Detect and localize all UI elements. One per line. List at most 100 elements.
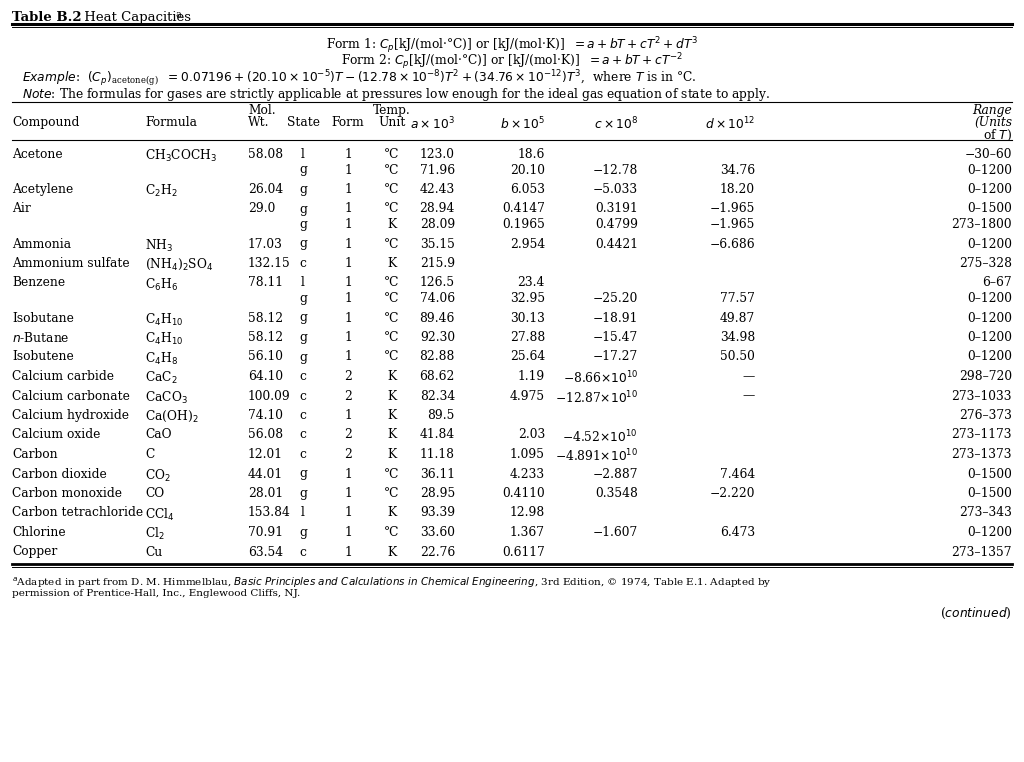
Text: °C: °C	[384, 238, 399, 251]
Text: 34.98: 34.98	[720, 331, 755, 344]
Text: Air: Air	[12, 203, 31, 216]
Text: C$_{4}$H$_{10}$: C$_{4}$H$_{10}$	[145, 331, 183, 347]
Text: 273–1800: 273–1800	[951, 218, 1012, 231]
Text: −25.20: −25.20	[593, 292, 638, 305]
Text: 58.12: 58.12	[248, 312, 283, 325]
Text: Calcium oxide: Calcium oxide	[12, 428, 100, 441]
Text: −12.87$\times 10^{10}$: −12.87$\times 10^{10}$	[555, 389, 638, 406]
Text: 64.10: 64.10	[248, 370, 283, 383]
Text: l: l	[301, 148, 305, 161]
Text: 1: 1	[344, 203, 352, 216]
Text: 273–343: 273–343	[959, 507, 1012, 520]
Text: 78.11: 78.11	[248, 277, 283, 290]
Text: 17.03: 17.03	[248, 238, 283, 251]
Text: Calcium hydroxide: Calcium hydroxide	[12, 409, 129, 422]
Text: 0–1200: 0–1200	[967, 526, 1012, 539]
Text: Cl$_{2}$: Cl$_{2}$	[145, 526, 165, 542]
Text: Temp.: Temp.	[373, 104, 411, 117]
Text: −12.78: −12.78	[593, 164, 638, 177]
Text: 1: 1	[344, 507, 352, 520]
Text: 273–1033: 273–1033	[951, 389, 1012, 402]
Text: 276–373: 276–373	[959, 409, 1012, 422]
Text: K: K	[387, 389, 396, 402]
Text: $d \times 10^{12}$: $d \times 10^{12}$	[705, 116, 755, 133]
Text: Compound: Compound	[12, 116, 80, 129]
Text: 273–1173: 273–1173	[951, 428, 1012, 441]
Text: c: c	[300, 389, 306, 402]
Text: $c \times 10^8$: $c \times 10^8$	[594, 116, 638, 133]
Text: $^a$Adapted in part from D. M. Himmelblau, $\mathit{Basic\ Principles\ and\ Calc: $^a$Adapted in part from D. M. Himmelbla…	[12, 576, 771, 591]
Text: 1: 1	[344, 257, 352, 270]
Text: Form 1: $C_p$[kJ/(mol·°C)] or [kJ/(mol·K)]  $= a + bT + cT^2 + dT^3$: Form 1: $C_p$[kJ/(mol·°C)] or [kJ/(mol·K…	[326, 35, 698, 56]
Text: 0–1200: 0–1200	[967, 238, 1012, 251]
Text: 275–328: 275–328	[959, 257, 1012, 270]
Text: Unit: Unit	[378, 116, 406, 129]
Text: 27.88: 27.88	[510, 331, 545, 344]
Text: l: l	[301, 277, 305, 290]
Text: Acetone: Acetone	[12, 148, 62, 161]
Text: $b \times 10^5$: $b \times 10^5$	[500, 116, 545, 133]
Text: −30–60: −30–60	[965, 148, 1012, 161]
Text: 0.3191: 0.3191	[595, 203, 638, 216]
Text: (Units: (Units	[974, 116, 1012, 129]
Text: 1: 1	[344, 164, 352, 177]
Text: Ammonia: Ammonia	[12, 238, 71, 251]
Text: 126.5: 126.5	[420, 277, 455, 290]
Text: 28.01: 28.01	[248, 487, 283, 500]
Text: C$_{6}$H$_{6}$: C$_{6}$H$_{6}$	[145, 277, 178, 293]
Text: 100.09: 100.09	[248, 389, 291, 402]
Text: °C: °C	[384, 203, 399, 216]
Text: 4.975: 4.975	[510, 389, 545, 402]
Text: 50.50: 50.50	[720, 351, 755, 363]
Text: 93.39: 93.39	[420, 507, 455, 520]
Text: Ca(OH)$_{2}$: Ca(OH)$_{2}$	[145, 409, 199, 424]
Text: CaC$_{2}$: CaC$_{2}$	[145, 370, 177, 386]
Text: Benzene: Benzene	[12, 277, 66, 290]
Text: Mol.: Mol.	[248, 104, 275, 117]
Text: 153.84: 153.84	[248, 507, 291, 520]
Text: 12.98: 12.98	[510, 507, 545, 520]
Text: 1.367: 1.367	[510, 526, 545, 539]
Text: —: —	[742, 370, 755, 383]
Text: °C: °C	[384, 292, 399, 305]
Text: °C: °C	[384, 487, 399, 500]
Text: C$_{4}$H$_{8}$: C$_{4}$H$_{8}$	[145, 351, 178, 367]
Text: 6.053: 6.053	[510, 183, 545, 196]
Text: °C: °C	[384, 468, 399, 481]
Text: 58.12: 58.12	[248, 331, 283, 344]
Text: 4.233: 4.233	[510, 468, 545, 481]
Text: 0–1200: 0–1200	[967, 351, 1012, 363]
Text: 20.10: 20.10	[510, 164, 545, 177]
Text: c: c	[300, 448, 306, 461]
Text: 89.46: 89.46	[420, 312, 455, 325]
Text: 273–1373: 273–1373	[951, 448, 1012, 461]
Text: 0–1200: 0–1200	[967, 312, 1012, 325]
Text: 0–1200: 0–1200	[967, 292, 1012, 305]
Text: 1: 1	[344, 526, 352, 539]
Text: 74.06: 74.06	[420, 292, 455, 305]
Text: 1: 1	[344, 409, 352, 422]
Text: Calcium carbonate: Calcium carbonate	[12, 389, 130, 402]
Text: 12.01: 12.01	[248, 448, 283, 461]
Text: CCl$_{4}$: CCl$_{4}$	[145, 507, 175, 523]
Text: g: g	[299, 164, 307, 177]
Text: 273–1357: 273–1357	[951, 546, 1012, 559]
Text: 33.60: 33.60	[420, 526, 455, 539]
Text: Acetylene: Acetylene	[12, 183, 74, 196]
Text: g: g	[299, 487, 307, 500]
Text: −1.965: −1.965	[710, 203, 755, 216]
Text: 1: 1	[344, 487, 352, 500]
Text: 0–1200: 0–1200	[967, 164, 1012, 177]
Text: 1: 1	[344, 331, 352, 344]
Text: 28.09: 28.09	[420, 218, 455, 231]
Text: −1.965: −1.965	[710, 218, 755, 231]
Text: State: State	[287, 116, 319, 129]
Text: °C: °C	[384, 351, 399, 363]
Text: Form: Form	[332, 116, 365, 129]
Text: 0.4421: 0.4421	[595, 238, 638, 251]
Text: (NH$_{4}$)$_{2}$SO$_{4}$: (NH$_{4}$)$_{2}$SO$_{4}$	[145, 257, 213, 272]
Text: −2.887: −2.887	[593, 468, 638, 481]
Text: C$_{4}$H$_{10}$: C$_{4}$H$_{10}$	[145, 312, 183, 328]
Text: 2: 2	[344, 428, 352, 441]
Text: 36.11: 36.11	[420, 468, 455, 481]
